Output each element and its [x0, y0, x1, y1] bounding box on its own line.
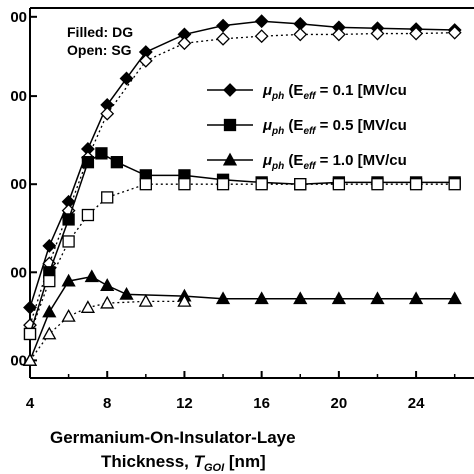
x-ticks: 4 8 12 16 20 24	[26, 371, 456, 412]
triangle-marker	[84, 269, 99, 283]
square-marker	[216, 178, 230, 191]
diamond-marker	[100, 106, 115, 121]
series-square-open	[23, 178, 461, 341]
series-triangle-open	[22, 294, 192, 366]
triangle-marker	[42, 326, 57, 340]
series-line	[29, 300, 185, 361]
diamond-marker	[447, 25, 462, 40]
y-tick-label: 00	[10, 176, 27, 193]
triangle-marker	[100, 295, 115, 309]
diamond-marker	[223, 83, 237, 97]
x-axis-label: Germanium-On-Insulator-Laye Thickness, T…	[50, 428, 296, 474]
triangle-marker	[100, 278, 115, 291]
square-marker	[62, 235, 75, 248]
square-marker	[448, 178, 461, 191]
legend-label: μph (Eeff = 0.5 [MV/cu	[262, 117, 407, 137]
square-marker	[23, 327, 37, 341]
triangle-marker	[80, 300, 96, 313]
square-marker	[409, 178, 423, 191]
x-tick-label: 8	[103, 395, 111, 412]
diamond-marker	[293, 27, 308, 42]
x-tick-label: 4	[26, 395, 35, 412]
legend-label: μph (Eeff = 0.1 [MV/cu	[262, 82, 407, 102]
square-marker	[294, 178, 307, 191]
triangle-marker	[119, 286, 134, 300]
series-layer	[22, 14, 462, 366]
triangle-marker	[447, 291, 462, 305]
plot-frame	[29, 7, 474, 379]
triangle-marker	[331, 291, 346, 305]
y-tick-label: 00	[10, 264, 27, 281]
diamond-marker	[331, 27, 346, 42]
series-diamond-open	[23, 25, 462, 333]
series-triangle-filled	[22, 269, 462, 366]
diamond-marker	[42, 238, 57, 253]
triangle-marker	[177, 294, 192, 307]
square-marker	[110, 156, 124, 169]
x-axis-label-line1: Germanium-On-Insulator-Laye	[50, 428, 296, 447]
diamond-marker	[23, 300, 37, 315]
series-line	[29, 275, 455, 361]
square-marker	[255, 178, 268, 191]
square-marker	[178, 178, 191, 191]
diamond-marker	[216, 31, 230, 46]
triangle-marker	[293, 291, 308, 305]
x-tick-label: 24	[408, 395, 425, 412]
diamond-marker	[119, 71, 134, 86]
diamond-marker	[254, 29, 269, 44]
triangle-marker	[254, 291, 269, 305]
triangle-marker	[138, 294, 153, 307]
annotation-open: Open: SG	[67, 42, 132, 58]
annotations: Filled: DG Open: SG	[67, 24, 133, 58]
y-tick-label: 00	[10, 88, 27, 105]
diamond-marker	[138, 53, 153, 68]
square-marker	[371, 178, 384, 191]
triangle-marker	[42, 304, 57, 318]
diamond-marker	[370, 26, 385, 41]
x-tick-label: 20	[331, 395, 348, 412]
triangle-marker	[61, 273, 76, 287]
triangle-marker	[222, 152, 238, 166]
diamond-marker	[254, 14, 269, 29]
legend: μph (Eeff = 0.1 [MV/cu μph (Eeff = 0.5 [M…	[207, 82, 407, 172]
annotation-filled: Filled: DG	[67, 24, 133, 40]
triangle-marker	[370, 291, 385, 305]
square-marker	[95, 147, 108, 160]
legend-item: μph (Eeff = 1.0 [MV/cu	[207, 152, 407, 172]
y-tick-label: 00	[10, 9, 27, 26]
legend-label: μph (Eeff = 1.0 [MV/cu	[262, 152, 407, 172]
diamond-marker	[216, 18, 230, 33]
triangle-marker	[215, 291, 231, 305]
y-tick-label: 00	[10, 352, 27, 369]
legend-item: μph (Eeff = 0.5 [MV/cu	[207, 117, 407, 137]
legend-item: μph (Eeff = 0.1 [MV/cu	[207, 82, 407, 102]
square-marker	[81, 208, 95, 222]
square-marker	[223, 118, 237, 132]
square-marker	[43, 274, 56, 288]
triangle-marker	[22, 353, 38, 366]
square-marker	[101, 191, 114, 204]
triangle-marker	[408, 291, 424, 305]
x-tick-label: 12	[176, 395, 193, 412]
square-marker	[139, 178, 152, 191]
triangle-marker	[61, 308, 76, 322]
square-marker	[332, 178, 346, 191]
diamond-marker	[409, 26, 424, 41]
square-marker	[62, 213, 75, 226]
y-ticks: 00 00 00 00 00	[10, 9, 37, 369]
x-tick-label: 16	[253, 395, 270, 412]
x-axis-label-line2: Thickness, TGOI [nm]	[101, 452, 266, 474]
square-marker	[81, 156, 95, 169]
diamond-marker	[177, 36, 192, 51]
